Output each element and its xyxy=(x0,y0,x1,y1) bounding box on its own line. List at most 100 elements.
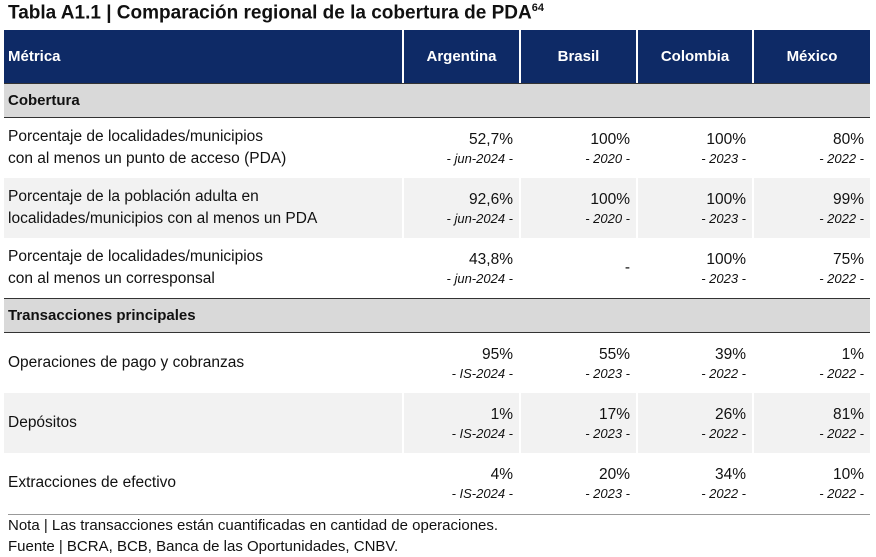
metric-line: con al menos un punto de acceso (PDA) xyxy=(8,150,287,167)
header-cell: Métrica xyxy=(8,48,61,65)
metric-cell: Depósitos xyxy=(4,393,402,453)
metric-line: Depósitos xyxy=(8,414,77,431)
value-cell: 81% - 2022 - xyxy=(752,393,870,453)
metric-cell: Porcentaje de localidades/municipios con … xyxy=(4,118,402,178)
header-cell: México xyxy=(752,30,870,83)
value-cell: 100% - 2023 - xyxy=(636,118,752,178)
data-row: Operaciones de pago y cobranzas 95% - IS-2… xyxy=(4,333,870,393)
value: 1% xyxy=(841,345,864,363)
date: - IS-2024 - xyxy=(451,485,513,501)
value: 99% xyxy=(832,190,864,208)
value-cell: 26% - 2022 - xyxy=(636,393,752,453)
value-cell: 99% - 2022 - xyxy=(752,178,870,238)
metric-line: Porcentaje de la población adulta en xyxy=(8,188,259,205)
header-cell: Brasil xyxy=(519,30,636,83)
date: - 2020 - xyxy=(585,210,630,226)
date: - 2020 - xyxy=(585,150,630,166)
value: 1% xyxy=(490,405,513,423)
value-cell: 1% - IS-2024 - xyxy=(402,393,519,453)
value: 17% xyxy=(598,405,630,423)
date: - IS-2024 - xyxy=(451,365,513,381)
date: - 2022 - xyxy=(819,425,864,441)
value-cell: 92,6% - jun-2024 - xyxy=(402,178,519,238)
value: 26% xyxy=(714,405,746,423)
metric-line: Porcentaje de localidades/municipios xyxy=(8,248,264,265)
data-row: Extracciones de efectivo 4% - IS-2024 - 20%… xyxy=(4,453,870,513)
date: - 2022 - xyxy=(701,365,746,381)
metric-cell: Operaciones de pago y cobranzas xyxy=(4,333,402,393)
value-cell: 80% - 2022 - xyxy=(752,118,870,178)
value: 100% xyxy=(590,130,630,148)
value-cell: 100% - 2020 - xyxy=(519,178,636,238)
date: - 2023 - xyxy=(701,210,746,226)
footnote-ref: 64 xyxy=(531,2,544,14)
date: - 2022 - xyxy=(819,150,864,166)
date: - 2022 - xyxy=(701,425,746,441)
value-cell: 55% - 2023 - xyxy=(519,333,636,393)
date: - jun-2024 - xyxy=(446,150,513,166)
metric-cell: Extracciones de efectivo xyxy=(4,453,402,513)
date: - 2022 - xyxy=(819,210,864,226)
value: 75% xyxy=(832,250,864,268)
value-cell: 39% - 2022 - xyxy=(636,333,752,393)
metric-cell: Porcentaje de la población adulta en loca… xyxy=(4,178,402,238)
date: - IS-2024 - xyxy=(451,425,513,441)
value-cell: 20% - 2023 - xyxy=(519,453,636,513)
data-row: Depósitos 1% - IS-2024 - 17% - 2023 - 26% - 20… xyxy=(4,393,870,453)
note: Nota | Las transacciones están cuantific… xyxy=(8,517,499,534)
value: 100% xyxy=(706,250,746,268)
value: 55% xyxy=(598,345,630,363)
data-row: Porcentaje de localidades/municipios con … xyxy=(4,118,870,178)
date: - 2022 - xyxy=(819,365,864,381)
date: - 2022 - xyxy=(819,270,864,286)
date: - 2022 - xyxy=(819,485,864,501)
value: 39% xyxy=(714,345,746,363)
value: 100% xyxy=(706,190,746,208)
value-cell: 4% - IS-2024 - xyxy=(402,453,519,513)
value: 4% xyxy=(490,465,513,483)
value: 20% xyxy=(598,465,630,483)
metric-line: Porcentaje de localidades/municipios xyxy=(8,128,264,145)
date: - 2023 - xyxy=(585,425,630,441)
value: 34% xyxy=(714,465,746,483)
value-cell: 52,7% - jun-2024 - xyxy=(402,118,519,178)
value: 52,7% xyxy=(469,130,513,148)
date: - 2023 - xyxy=(585,485,630,501)
value: 95% xyxy=(481,345,513,363)
date: - 2023 - xyxy=(585,365,630,381)
date: - 2023 - xyxy=(701,270,746,286)
section-row: Cobertura xyxy=(4,83,870,118)
value: 43,8% xyxy=(469,250,513,268)
date: - jun-2024 - xyxy=(446,270,513,286)
section-row: Transacciones principales xyxy=(4,298,870,333)
title-block: Tabla A1.1 | Comparación regional de la … xyxy=(8,2,544,24)
value: 92,6% xyxy=(469,190,513,208)
value: 81% xyxy=(832,405,864,423)
value-cell: 34% - 2022 - xyxy=(636,453,752,513)
value-cell: 75% - 2022 - xyxy=(752,238,870,298)
value-cell: - xyxy=(519,238,636,298)
header-cell: Colombia xyxy=(636,30,752,83)
date: - 2022 - xyxy=(701,485,746,501)
value-cell: 100% - 2020 - xyxy=(519,118,636,178)
metric-cell: Porcentaje de localidades/municipios con … xyxy=(4,238,402,298)
value-cell: 17% - 2023 - xyxy=(519,393,636,453)
value-cell: 95% - IS-2024 - xyxy=(402,333,519,393)
value: 100% xyxy=(590,190,630,208)
metric-line: localidades/municipios con al menos un P… xyxy=(8,210,318,227)
value-cell: 43,8% - jun-2024 - xyxy=(402,238,519,298)
value: - xyxy=(624,259,630,276)
value: 100% xyxy=(706,130,746,148)
value: 80% xyxy=(832,130,864,148)
metric-line: Operaciones de pago y cobranzas xyxy=(8,354,245,371)
metric-line: Extracciones de efectivo xyxy=(8,474,177,491)
notes: Nota | Las transacciones están cuantific… xyxy=(8,514,870,557)
data-row: Porcentaje de la población adulta en loca… xyxy=(4,178,870,238)
header-row: Métrica Argentina Brasil Colombia México xyxy=(4,30,870,83)
data-row: Porcentaje de localidades/municipios con … xyxy=(4,238,870,298)
note: Fuente | BCRA, BCB, Banca de las Oportun… xyxy=(8,538,399,555)
value-cell: 1% - 2022 - xyxy=(752,333,870,393)
header-cell: Argentina xyxy=(402,30,519,83)
value: 10% xyxy=(832,465,864,483)
